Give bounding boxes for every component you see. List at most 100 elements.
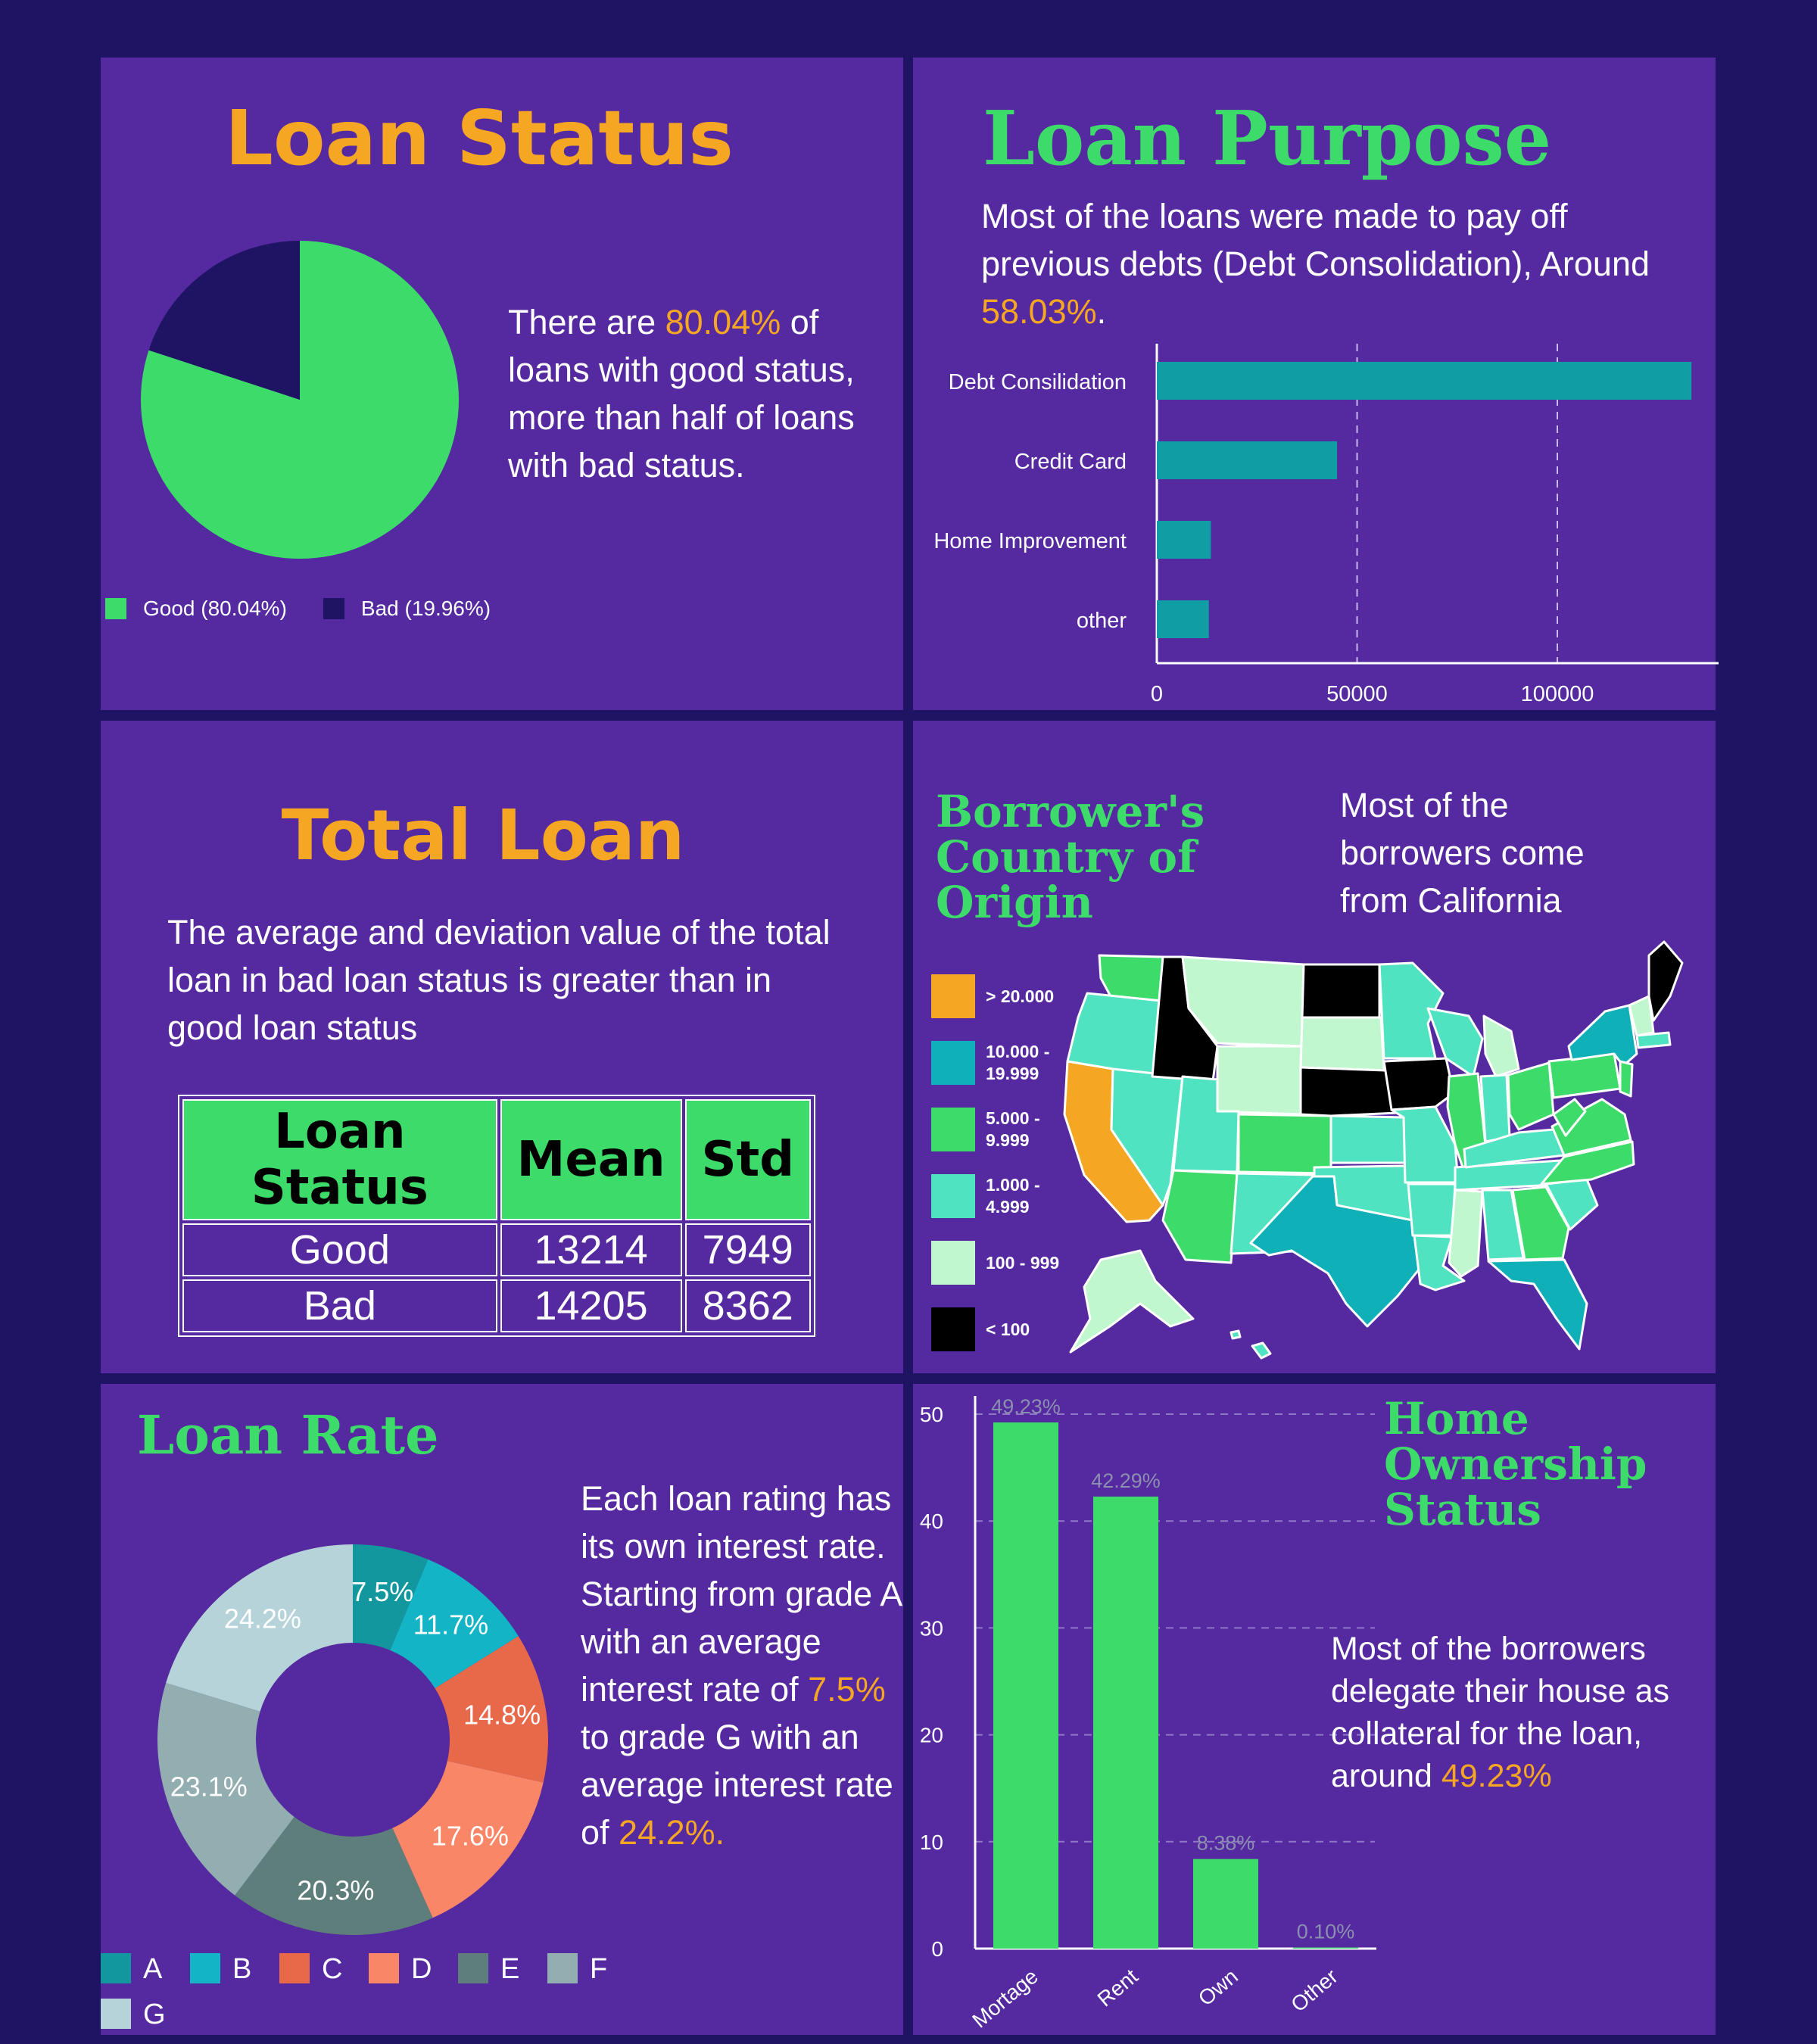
table-row: Good 13214 7949 (182, 1223, 811, 1276)
map-legend-item: 10.000 - 19.999 (931, 1030, 1069, 1096)
state-florida (1487, 1258, 1588, 1351)
table-row: Bad 14205 8362 (182, 1279, 811, 1332)
state-iowa (1382, 1057, 1455, 1111)
state-minnesota (1378, 961, 1445, 1060)
bar-data-label: 8.38% (1197, 1832, 1255, 1855)
y-tick-label: 40 (920, 1510, 943, 1533)
loan-purpose-bar-chart: Debt Consilidation Credit Card Home Improv… (933, 344, 1719, 706)
state-vermont-nh (1628, 995, 1655, 1037)
donut-slice-e (235, 1817, 433, 1935)
state-michigan (1482, 1014, 1520, 1078)
donut-slice-g (166, 1544, 353, 1712)
legend-swatch (931, 1174, 975, 1218)
x-tick-label: Other (1286, 1965, 1342, 2017)
home-ownership-title: Home Ownership Status (1384, 1396, 1647, 1532)
loan-status-description: There are 80.04% of loans with good stat… (508, 303, 855, 485)
pie-slice-good (141, 241, 459, 559)
legend-swatch (101, 1999, 131, 2029)
legend-label-bad: Bad (19.96%) (360, 597, 491, 620)
bar (1157, 600, 1209, 638)
loan-purpose-description: Most of the loans were made to pay off p… (981, 197, 1650, 331)
state-colorado (1237, 1113, 1332, 1175)
total-loan-panel: Total Loan The average and deviation val… (101, 721, 903, 1373)
donut-slice-label: 20.3% (297, 1875, 374, 1906)
table-header-loan-status: Loan Status (182, 1099, 497, 1220)
map-legend-item: 5.000 - 9.999 (931, 1096, 1069, 1163)
state-hawaii (1251, 1341, 1272, 1360)
bar (1193, 1859, 1258, 1949)
legend-swatch (547, 1953, 578, 1983)
legend-swatch (931, 1108, 975, 1151)
state-georgia (1511, 1186, 1570, 1261)
donut-slice-label: 17.6% (432, 1821, 509, 1852)
y-tick-label: 0 (931, 1937, 943, 1961)
bar (1157, 521, 1211, 559)
state-south-dakota (1299, 1016, 1385, 1072)
donut-slice-label: 7.5% (351, 1576, 413, 1607)
state-hawaii-small (1230, 1329, 1242, 1340)
state-alabama (1481, 1189, 1525, 1261)
state-arizona (1161, 1169, 1239, 1264)
legend-label: 10.000 - 19.999 (986, 1042, 1050, 1083)
bar (1093, 1496, 1158, 1949)
map-legend-item: 100 - 999 (931, 1229, 1069, 1296)
x-tick-label: 100000 (1521, 682, 1594, 706)
bar (993, 1422, 1058, 1949)
state-ohio (1507, 1061, 1555, 1131)
state-arkansas (1407, 1182, 1457, 1237)
map-legend-item: > 20.000 (931, 963, 1069, 1030)
state-virginia (1551, 1098, 1632, 1157)
origin-description: Most of the borrowers come from Californ… (1340, 786, 1585, 920)
table-cell: Bad (182, 1279, 497, 1332)
loan-rate-description: Each loan rating has its own interest ra… (581, 1479, 901, 1852)
legend-swatch (101, 1953, 131, 1983)
x-tick-label: Mortage (968, 1965, 1043, 2033)
bar (1293, 1947, 1358, 1949)
legend-swatch (458, 1953, 488, 1983)
bar-category-label: Debt Consilidation (949, 370, 1127, 394)
origin-title-line: Origin (936, 877, 1093, 928)
state-texas (1249, 1175, 1423, 1328)
origin-title-line: Country of (936, 831, 1197, 883)
y-tick-label: 50 (920, 1403, 943, 1426)
x-tick-label: 50000 (1326, 682, 1388, 706)
donut-slice-f (157, 1682, 295, 1896)
state-nebraska (1299, 1066, 1399, 1117)
bar-category-label: Home Improvement (933, 529, 1127, 553)
state-maine (1647, 940, 1684, 1022)
bar-category-label: Credit Card (1014, 450, 1127, 474)
legend-swatch (931, 1041, 975, 1085)
legend-label-good: Good (80.04%) (143, 597, 287, 620)
state-washington (1098, 954, 1166, 1002)
state-west-virginia (1552, 1098, 1587, 1137)
us-map (1063, 940, 1684, 1360)
donut-slice-label: 11.7% (413, 1609, 488, 1640)
loan-status-legend: Good (80.04%) Bad (19.96%) (105, 597, 491, 621)
table-header-mean: Mean (500, 1099, 682, 1220)
state-mississippi (1448, 1189, 1484, 1278)
x-tick-label: Own (1194, 1965, 1242, 2011)
legend-swatch (931, 974, 975, 1018)
y-tick-label: 20 (920, 1724, 943, 1747)
home-title-line: Home (1384, 1393, 1529, 1444)
legend-label: 1.000 - 4.999 (986, 1175, 1040, 1217)
bar (1157, 441, 1338, 479)
loan-purpose-title: Loan Purpose (983, 95, 1552, 182)
home-ownership-description: Most of the borrowers delegate their hou… (1331, 1631, 1670, 1794)
state-alaska (1069, 1249, 1195, 1354)
bar-data-label: 49.23% (991, 1395, 1061, 1418)
state-new-york (1567, 1004, 1638, 1067)
total-loan-description: The average and deviation value of the t… (167, 913, 831, 1047)
legend-label: B (232, 1953, 251, 1985)
donut-slice-a (353, 1544, 429, 1650)
donut-slice-b (390, 1559, 519, 1689)
state-wisconsin (1426, 1007, 1484, 1078)
loan-rate-panel: Loan Rate 7.5% 11.7% 14.8% 17.6% 20.3% 23.1% 2… (101, 1384, 903, 2035)
loan-rate-donut-chart: 7.5%11.7% 14.8% 17.6% 20.3% 23.1% 24.2% A B C D E F… (101, 1544, 607, 2030)
legend-label: < 100 (986, 1319, 1030, 1339)
legend-label: A (143, 1953, 163, 1985)
table-header-row: Loan Status Mean Std (182, 1099, 811, 1220)
map-legend-item: 1.000 - 4.999 (931, 1163, 1069, 1229)
loan-status-panel: Loan Status There are 80.04% of loans wi… (101, 58, 903, 710)
origin-title: Borrower's Country of Origin (936, 789, 1205, 925)
